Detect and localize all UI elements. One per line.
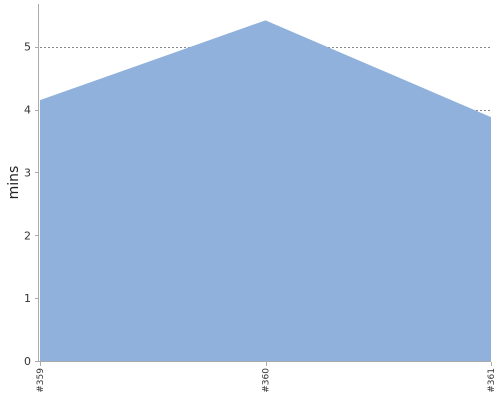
series-area bbox=[40, 20, 491, 361]
y-tick-label: 5 bbox=[24, 41, 31, 54]
y-tick-labels: 0 1 2 3 4 5 bbox=[24, 41, 39, 368]
x-tick-label: #361 bbox=[487, 368, 497, 393]
x-tick-label: #360 bbox=[262, 368, 272, 393]
x-tick-labels: #359 #360 #361 bbox=[36, 362, 497, 393]
axes bbox=[38, 4, 491, 362]
y-tick-label: 4 bbox=[24, 104, 31, 117]
y-axis-title: mins bbox=[6, 166, 22, 200]
y-tick-label: 2 bbox=[24, 229, 31, 242]
y-tick-label: 0 bbox=[24, 355, 31, 368]
y-tick-label: 3 bbox=[24, 166, 31, 179]
y-tick-label: 1 bbox=[24, 292, 31, 305]
x-tick-label: #359 bbox=[36, 368, 46, 393]
